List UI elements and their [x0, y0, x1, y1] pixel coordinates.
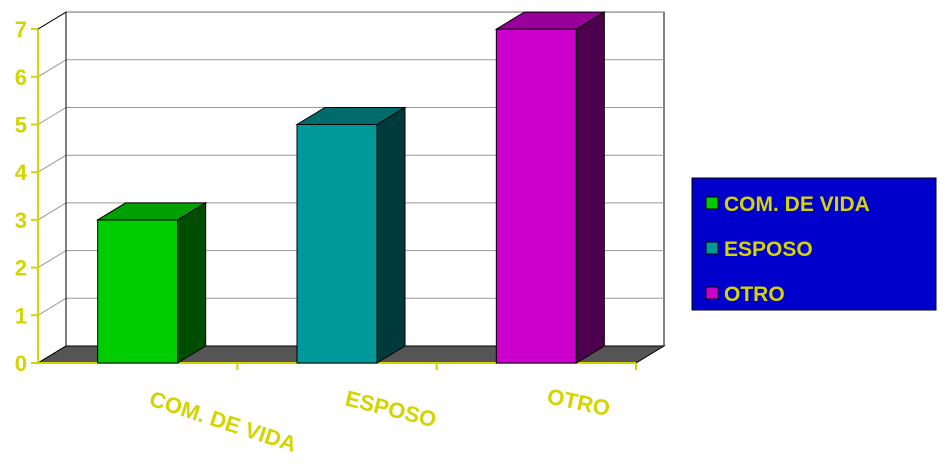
legend: COM. DE VIDA ESPOSO OTRO — [691, 177, 937, 311]
side-wall — [37, 11, 67, 364]
x-category-label: ESPOSO — [343, 386, 439, 433]
y-tick-label: 0 — [15, 351, 27, 376]
bar-side — [575, 11, 605, 364]
legend-label: OTRO — [724, 283, 785, 306]
y-tick-label: 5 — [15, 113, 27, 138]
x-category-label: COM. DE VIDA — [146, 386, 299, 457]
gridline-side — [37, 107, 67, 125]
bar — [95, 202, 208, 364]
bar — [494, 11, 607, 364]
gridline-side — [37, 297, 67, 316]
y-tick-label: 7 — [15, 17, 27, 42]
legend-box — [691, 177, 937, 311]
legend-label: COM. DE VIDA — [724, 193, 870, 216]
x-category-label: OTRO — [545, 383, 612, 421]
legend-swatch — [705, 241, 719, 255]
y-tick-label: 2 — [15, 256, 27, 281]
legend-label: ESPOSO — [724, 238, 813, 261]
gridline-side — [37, 154, 67, 173]
bar-side — [177, 202, 207, 364]
y-tick-label: 4 — [15, 160, 28, 185]
bar — [295, 106, 407, 364]
legend-swatch — [705, 286, 719, 300]
y-tick-label: 3 — [15, 208, 27, 233]
bar-front — [296, 124, 378, 364]
bar-front — [495, 28, 577, 364]
bar-front — [97, 219, 179, 364]
plot-area: 0 1 2 3 4 5 6 7 COM. DE VIDA ESPOSO OTRO — [15, 11, 666, 457]
legend-swatch — [705, 196, 719, 210]
gridline-side — [37, 202, 67, 221]
y-tick-label: 1 — [15, 303, 27, 328]
y-tick-label: 6 — [15, 65, 27, 90]
gridline-side — [37, 250, 67, 269]
gridline-side — [37, 59, 67, 78]
bar-side — [376, 106, 406, 364]
